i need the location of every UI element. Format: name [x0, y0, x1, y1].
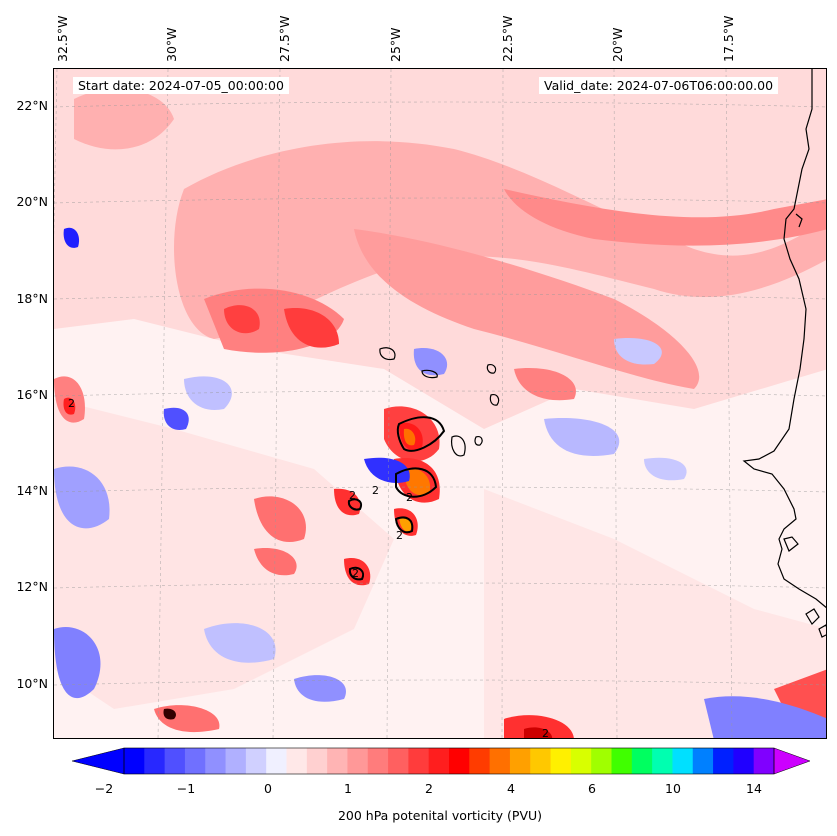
colorbar-cell [611, 748, 633, 774]
colorbar-cell [388, 748, 409, 774]
contour-label: 2 [396, 529, 403, 542]
colorbar-extend-min [72, 747, 125, 775]
lon-label-22-5w: 22.5°W [500, 15, 515, 62]
cape-verde-islands [379, 347, 500, 457]
contour-label: 2 [68, 397, 75, 410]
contour-label: 2 [542, 727, 549, 739]
colorbar-cell [428, 748, 450, 774]
lon-label-30w: 30°W [164, 27, 179, 62]
colorbar-cell [347, 748, 369, 774]
pv-2-contours [347, 416, 446, 581]
lat-label-22n: 22°N [16, 98, 48, 113]
lon-label-32-5w: 32.5°W [55, 15, 70, 62]
cbar-tick-label: 14 [746, 781, 762, 796]
colorbar-cell [489, 748, 511, 774]
colorbar-cell [124, 748, 145, 774]
lon-label-20w: 20°W [610, 27, 625, 62]
colorbar-cell [184, 748, 206, 774]
pv-negative-regions [54, 227, 826, 738]
colorbar-title: 200 hPa potenital vorticity (PVU) [337, 808, 543, 823]
colorbar-cell [225, 748, 247, 774]
colorbar-cell [469, 748, 491, 774]
valid-date-label: Valid_date: 2024-07-06T06:00:00.00 [539, 77, 779, 94]
colorbar-cell [367, 748, 389, 774]
colorbar-cell [266, 748, 287, 774]
colorbar-cell [286, 748, 308, 774]
graticule [54, 69, 826, 738]
colorbar-extend-max [773, 747, 810, 775]
colorbar-cell [550, 748, 572, 774]
colorbar-cell [692, 748, 714, 774]
colorbar-cell [753, 748, 775, 774]
lat-label-14n: 14°N [16, 483, 48, 498]
cbar-tick-label: 10 [665, 781, 681, 796]
colorbar [72, 747, 810, 775]
lon-label-17-5w: 17.5°W [721, 15, 736, 62]
cbar-tick-label: 1 [344, 781, 352, 796]
colorbar-cell [733, 748, 755, 774]
contour-label: 2 [406, 491, 413, 504]
colorbar-cell [306, 748, 328, 774]
lat-label-20n: 20°N [16, 194, 48, 209]
lat-label-12n: 12°N [16, 579, 48, 594]
colorbar-cell [591, 748, 612, 774]
colorbar-cell [245, 748, 267, 774]
cbar-tick-label: 6 [588, 781, 596, 796]
colorbar-cell [449, 748, 470, 774]
pv-high-positive-cluster [154, 406, 826, 738]
colorbar-cell [164, 748, 186, 774]
start-date-label: Start date: 2024-07-05_00:00:00 [73, 77, 289, 94]
colorbar-cell [631, 748, 653, 774]
colorbar-cell [327, 748, 348, 774]
cbar-tick-label: −2 [94, 781, 114, 796]
colorbar-cell [570, 748, 592, 774]
cbar-tick-label: 2 [425, 781, 433, 796]
contour-label: 2 [349, 489, 356, 502]
colorbar-cell [509, 748, 531, 774]
pv-mid-positive-band [54, 88, 826, 423]
map-panel: 2 2 2 2 2 2 2 [53, 68, 827, 739]
pv-field-map: 2 2 2 2 2 2 2 [54, 69, 826, 739]
colorbar-cell [205, 748, 227, 774]
lon-label-25w: 25°W [388, 27, 403, 62]
lon-label-27-5w: 27.5°W [277, 15, 292, 62]
contour-label: 2 [352, 567, 359, 580]
contour-label: 2 [372, 484, 379, 497]
cbar-tick-label: −1 [176, 781, 196, 796]
lat-label-10n: 10°N [16, 676, 48, 691]
lat-label-18n: 18°N [16, 291, 48, 306]
colorbar-cell [713, 748, 734, 774]
cbar-tick-label: 4 [507, 781, 515, 796]
colorbar-cell [408, 748, 430, 774]
africa-coastline [742, 69, 826, 638]
cbar-tick-label: 0 [264, 781, 272, 796]
colorbar-cells [124, 748, 775, 774]
lat-label-16n: 16°N [16, 387, 48, 402]
colorbar-cell [530, 748, 552, 774]
colorbar-cell [652, 748, 673, 774]
contour-labels: 2 2 2 2 2 2 2 [68, 397, 549, 739]
colorbar-cell [672, 748, 694, 774]
colorbar-cell [144, 748, 166, 774]
